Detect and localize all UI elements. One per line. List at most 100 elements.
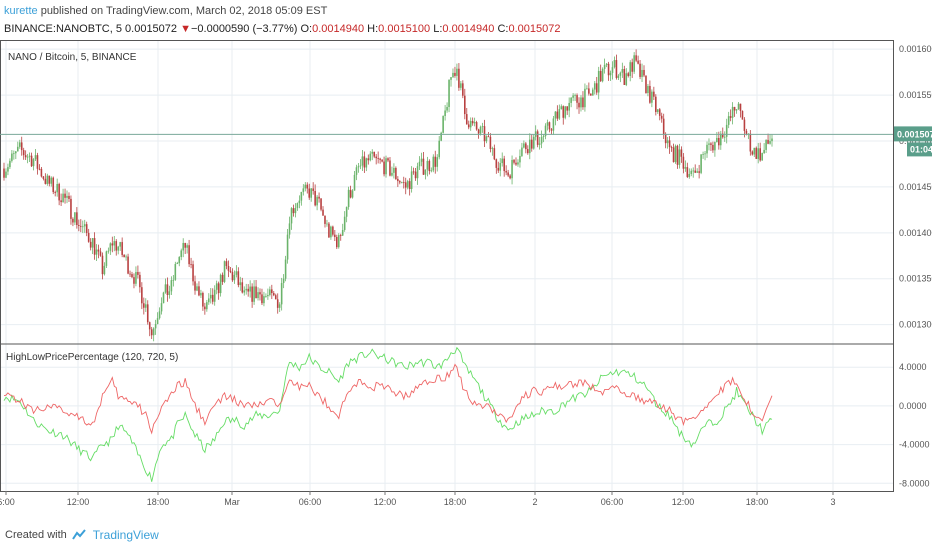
x-tick-label: 12:00	[672, 497, 695, 507]
price-candle-body	[345, 207, 348, 217]
price-candle-body	[700, 154, 702, 173]
price-candle-body	[440, 132, 442, 141]
price-candle-body	[52, 177, 55, 193]
price-candle-body	[204, 306, 206, 310]
price-candle-body	[586, 88, 588, 90]
price-candle-body	[710, 143, 712, 145]
price-candle-body	[235, 271, 238, 275]
price-tick-label: 0.0013000	[899, 320, 932, 330]
price-candle-body	[653, 91, 655, 97]
price-candles	[3, 49, 773, 342]
price-candle-body	[536, 131, 539, 145]
price-candle-body	[399, 181, 401, 183]
price-candle-body	[753, 147, 756, 155]
x-tick-label: 06:00	[299, 497, 322, 507]
price-candle-body	[81, 226, 84, 228]
price-candle-body	[316, 196, 318, 206]
price-candle-body	[735, 109, 738, 111]
price-candle-body	[170, 280, 173, 292]
price-candle-body	[694, 170, 696, 173]
price-candle-body	[462, 83, 464, 96]
price-candle-body	[509, 175, 511, 179]
price-candle-body	[379, 158, 381, 160]
price-candle-body	[341, 229, 344, 236]
author-link[interactable]: kurette	[4, 5, 38, 17]
price-candle-body	[95, 249, 98, 255]
price-candle-body	[131, 274, 133, 278]
price-candle-body	[737, 103, 740, 110]
price-candle-body	[609, 72, 612, 76]
price-candle-body	[554, 111, 557, 119]
price-candle-body	[44, 178, 47, 184]
price-candle-body	[182, 242, 184, 251]
open-value: 0.0014940	[312, 23, 365, 35]
price-candle-body	[168, 291, 171, 295]
price-candle-body	[499, 163, 502, 171]
price-candle-body	[164, 284, 167, 293]
price-candle-body	[725, 124, 728, 137]
price-candle-body	[62, 193, 64, 203]
price-candle-body	[371, 151, 374, 154]
price-candle-body	[113, 241, 116, 246]
price-candle-body	[337, 235, 340, 248]
price-candle-body	[763, 149, 765, 154]
price-candle-body	[639, 63, 641, 77]
price-candle-body	[36, 155, 39, 169]
price-candle-body	[493, 148, 496, 160]
price-candle-body	[686, 167, 689, 177]
price-candle-body	[538, 143, 541, 145]
close-label: C:	[497, 23, 509, 35]
price-candle-body	[515, 162, 517, 165]
tradingview-brand-link[interactable]: TradingView	[92, 528, 159, 542]
oscillator-red-line	[3, 363, 773, 435]
price-candle-body	[296, 203, 299, 209]
price-candle-body	[660, 115, 663, 119]
price-candle-body	[215, 283, 218, 290]
price-candle-body	[475, 122, 478, 130]
price-candle-body	[148, 322, 151, 330]
price-candle-body	[15, 151, 17, 154]
price-candle-body	[24, 155, 27, 158]
open-label: O:	[300, 23, 313, 35]
price-candle-body	[278, 304, 281, 308]
price-candle-body	[426, 160, 429, 170]
price-candle-body	[143, 303, 145, 308]
price-candle-body	[160, 303, 163, 312]
price-candle-body	[18, 142, 21, 147]
price-candle-body	[7, 167, 9, 172]
high-label: H:	[367, 23, 379, 35]
price-candle-body	[322, 209, 324, 216]
price-candle-body	[590, 93, 592, 96]
price-candle-body	[137, 272, 139, 275]
low-value: 0.0014940	[442, 23, 495, 35]
last-price: 0.0015072	[125, 23, 178, 35]
price-candle-body	[40, 168, 43, 177]
price-candle-body	[527, 149, 529, 154]
price-candle-body	[448, 79, 450, 108]
price-candle-body	[668, 140, 671, 148]
price-candle-body	[676, 145, 679, 165]
published-text: published on TradingView.com, March 02, …	[37, 5, 328, 17]
price-candle-body	[584, 88, 586, 108]
price-candle-body	[513, 159, 515, 163]
price-candle-body	[229, 270, 232, 273]
price-candle-body	[26, 156, 29, 158]
price-candle-body	[706, 144, 708, 154]
price-candle-body	[655, 96, 657, 112]
price-candle-body	[58, 183, 60, 201]
price-candle-body	[192, 264, 194, 282]
price-candle-body	[755, 147, 758, 159]
price-candle-body	[127, 256, 129, 274]
price-candle-body	[251, 286, 253, 302]
price-candle-body	[156, 318, 159, 325]
price-candle-body	[629, 62, 632, 76]
price-candle-body	[367, 158, 370, 161]
price-candle-body	[698, 171, 700, 173]
price-candle-body	[467, 124, 470, 128]
price-candle-body	[621, 69, 624, 73]
price-candle-body	[5, 171, 7, 178]
price-candle-body	[576, 95, 578, 103]
x-tick-label: 12:00	[67, 497, 90, 507]
price-candle-body	[119, 242, 121, 247]
